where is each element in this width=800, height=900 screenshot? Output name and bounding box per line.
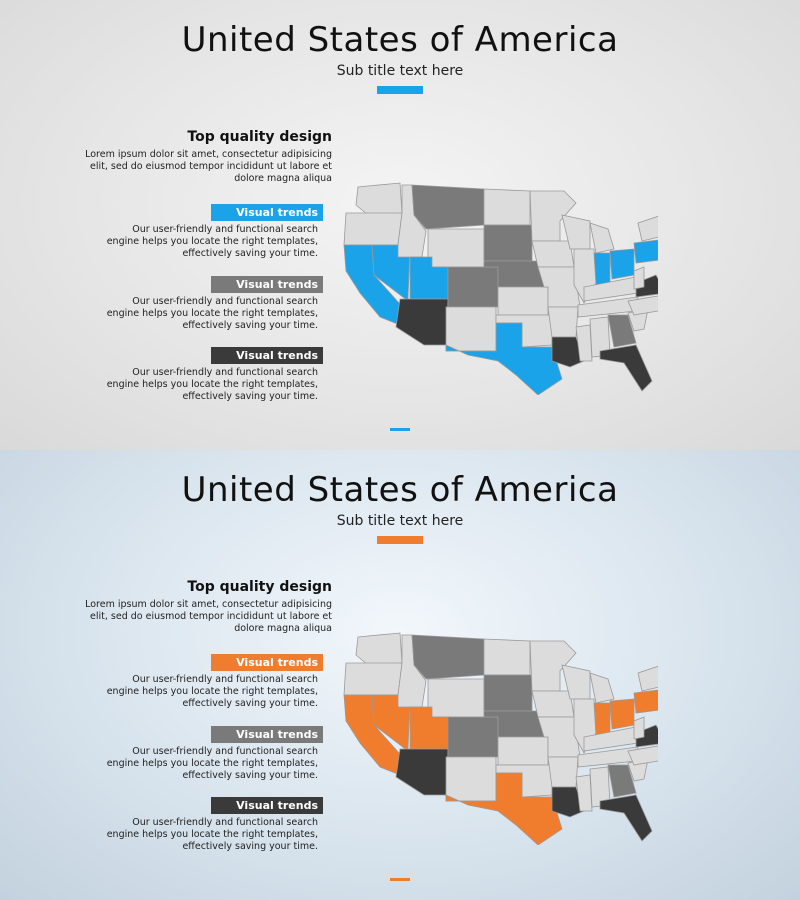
- state-ia: [531, 240, 575, 268]
- state-ny: [637, 215, 658, 242]
- slide-subtitle: Sub title text here: [336, 63, 464, 79]
- legend-tag-medium: Visual trends: [211, 726, 323, 743]
- legend-tag-dark: Visual trends: [211, 347, 323, 364]
- state-fl: [599, 344, 653, 392]
- state-oh: [609, 698, 635, 730]
- state-ga: [607, 314, 637, 348]
- state-wa: [355, 182, 403, 216]
- state-or: [343, 212, 403, 246]
- state-ks: [497, 286, 549, 316]
- state-in: [593, 702, 611, 736]
- state-az: [395, 298, 449, 346]
- state-mi: [589, 222, 615, 254]
- legend-tag-highlight: Visual trends: [211, 204, 323, 221]
- legend-description: Our user-friendly and functional search …: [106, 746, 318, 781]
- state-ny: [637, 665, 658, 692]
- state-nc: [627, 295, 658, 316]
- legend-description: Our user-friendly and functional search …: [106, 674, 318, 709]
- state-nd: [483, 188, 531, 226]
- state-co: [447, 716, 499, 758]
- state-pa: [633, 239, 658, 264]
- legend-description: Our user-friendly and functional search …: [106, 296, 318, 331]
- state-sd: [483, 224, 533, 262]
- state-tx: [445, 772, 563, 845]
- state-ia: [531, 690, 575, 718]
- slide-subtitle: Sub title text here: [336, 513, 464, 529]
- state-nm: [445, 756, 497, 802]
- slide-indicator[interactable]: [390, 878, 410, 881]
- slide-title: United States of America: [181, 470, 619, 510]
- state-wv: [633, 716, 645, 740]
- usa-map: [343, 182, 658, 395]
- usa-map: [343, 632, 658, 845]
- state-la: [551, 336, 585, 368]
- state-nc: [627, 745, 658, 766]
- state-ar: [547, 756, 579, 788]
- state-fl: [599, 794, 653, 842]
- state-wy: [427, 678, 485, 718]
- slide-1: United States of America Sub title text …: [0, 0, 800, 450]
- legend-description: Our user-friendly and functional search …: [106, 224, 318, 259]
- state-tx: [445, 322, 563, 395]
- state-wv: [633, 266, 645, 290]
- state-ms: [575, 774, 593, 812]
- legend-tag-highlight: Visual trends: [211, 654, 323, 671]
- state-mi: [589, 672, 615, 704]
- state-la: [551, 786, 585, 818]
- state-in: [593, 252, 611, 286]
- state-ks: [497, 736, 549, 766]
- slide-title: United States of America: [181, 20, 619, 60]
- intro-paragraph: Lorem ipsum dolor sit amet, consectetur …: [85, 599, 332, 634]
- state-wy: [427, 228, 485, 268]
- legend-tag-dark: Visual trends: [211, 797, 323, 814]
- state-sd: [483, 674, 533, 712]
- legend-description: Our user-friendly and functional search …: [106, 817, 318, 852]
- state-mt: [411, 634, 485, 680]
- state-ga: [607, 764, 637, 798]
- state-ms: [575, 324, 593, 362]
- state-nm: [445, 306, 497, 352]
- accent-bar: [377, 86, 423, 94]
- legend-tag-medium: Visual trends: [211, 276, 323, 293]
- section-heading: Top quality design: [187, 579, 332, 595]
- intro-paragraph: Lorem ipsum dolor sit amet, consectetur …: [85, 149, 332, 184]
- slide-indicator[interactable]: [390, 428, 410, 431]
- state-pa: [633, 689, 658, 714]
- section-heading: Top quality design: [187, 129, 332, 145]
- state-az: [395, 748, 449, 796]
- accent-bar: [377, 536, 423, 544]
- state-ar: [547, 306, 579, 338]
- state-va: [635, 274, 658, 298]
- slide-2: United States of America Sub title text …: [0, 450, 800, 900]
- legend-description: Our user-friendly and functional search …: [106, 367, 318, 402]
- state-nd: [483, 638, 531, 676]
- state-oh: [609, 248, 635, 280]
- state-mt: [411, 184, 485, 230]
- state-va: [635, 724, 658, 748]
- state-co: [447, 266, 499, 308]
- state-wa: [355, 632, 403, 666]
- state-or: [343, 662, 403, 696]
